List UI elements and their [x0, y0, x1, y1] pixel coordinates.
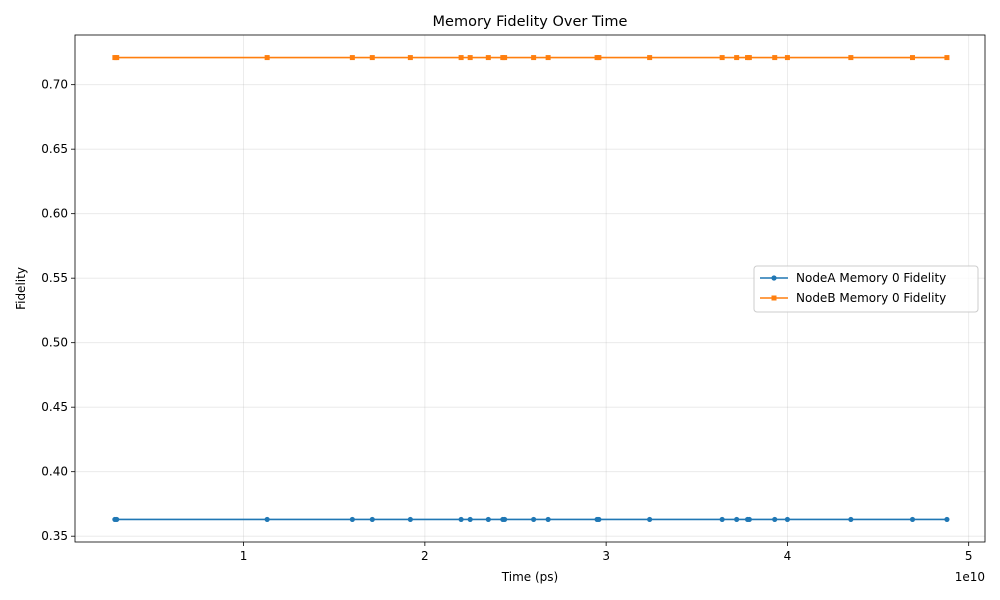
x-axis-title: Time (ps) — [501, 570, 558, 584]
data-point — [264, 55, 270, 61]
legend-box — [753, 265, 979, 313]
x-tick-label: 4 — [784, 549, 792, 563]
x-tick-label: 1 — [240, 549, 248, 563]
data-point — [909, 516, 916, 523]
legend-label: NodeA Memory 0 Fidelity — [796, 271, 946, 285]
data-point — [746, 55, 752, 61]
data-point — [719, 516, 725, 523]
series-2 — [112, 55, 950, 61]
data-point — [944, 516, 950, 523]
data-point — [485, 516, 491, 523]
legend-marker — [771, 295, 777, 301]
x-tick-label: 5 — [965, 549, 973, 563]
legend-entry: NodeA Memory 0 Fidelity — [760, 271, 946, 285]
y-tick-label: 0.70 — [41, 78, 68, 92]
y-axis-title: Fidelity — [14, 267, 28, 310]
x-axis-offset-label: 1e10 — [955, 570, 985, 584]
data-point — [734, 516, 740, 523]
legend-entry: NodeB Memory 0 Fidelity — [760, 291, 946, 305]
data-point — [407, 55, 413, 61]
y-tick-label: 0.45 — [41, 400, 68, 414]
y-tick-label: 0.40 — [41, 465, 68, 479]
legend-marker — [771, 275, 777, 281]
data-point — [467, 55, 473, 61]
y-tick-label: 0.65 — [41, 142, 68, 156]
x-tick-label: 2 — [421, 549, 429, 563]
y-tick-label: 0.50 — [41, 336, 68, 350]
series-layer — [112, 55, 950, 523]
data-point — [647, 516, 653, 523]
data-point — [369, 516, 375, 523]
chart-title: Memory Fidelity Over Time — [433, 14, 628, 30]
data-point — [596, 516, 602, 523]
y-tick-label: 0.35 — [41, 529, 68, 543]
data-point — [734, 55, 740, 61]
data-point — [784, 55, 790, 61]
data-point — [407, 516, 413, 523]
data-point — [944, 55, 950, 61]
series-1 — [112, 516, 950, 523]
data-point — [114, 516, 120, 523]
data-point — [746, 516, 752, 523]
data-point — [502, 516, 508, 523]
data-point — [114, 55, 120, 61]
data-point — [264, 516, 270, 523]
data-point — [596, 55, 602, 61]
data-point — [349, 55, 355, 61]
data-point — [772, 516, 778, 523]
data-point — [848, 516, 854, 523]
plot-area-frame — [74, 34, 986, 543]
y-tick-label: 0.55 — [41, 271, 68, 285]
data-point — [545, 516, 551, 523]
data-point — [909, 55, 915, 61]
data-point — [531, 55, 537, 61]
data-point — [485, 55, 491, 61]
data-point — [848, 55, 854, 61]
data-point — [458, 516, 464, 523]
data-point — [784, 516, 791, 523]
data-point — [458, 55, 464, 61]
y-tick-label: 0.60 — [41, 207, 68, 221]
axis-ticks: 1 2 3 4 5 0.35 0.40 0.45 0.50 0.55 0.60 0.65 0.70 — [41, 78, 972, 563]
data-point — [772, 55, 778, 61]
data-point — [719, 55, 725, 61]
data-point — [647, 55, 653, 61]
legend-label: NodeB Memory 0 Fidelity — [796, 291, 946, 305]
data-point — [502, 55, 508, 61]
data-point — [467, 516, 473, 523]
legend: NodeA Memory 0 Fidelity NodeB Memory 0 Fi… — [753, 265, 979, 313]
x-tick-label: 3 — [602, 549, 610, 563]
data-point — [531, 516, 537, 523]
data-point — [349, 516, 355, 523]
data-point — [545, 55, 551, 61]
data-point — [369, 55, 375, 61]
